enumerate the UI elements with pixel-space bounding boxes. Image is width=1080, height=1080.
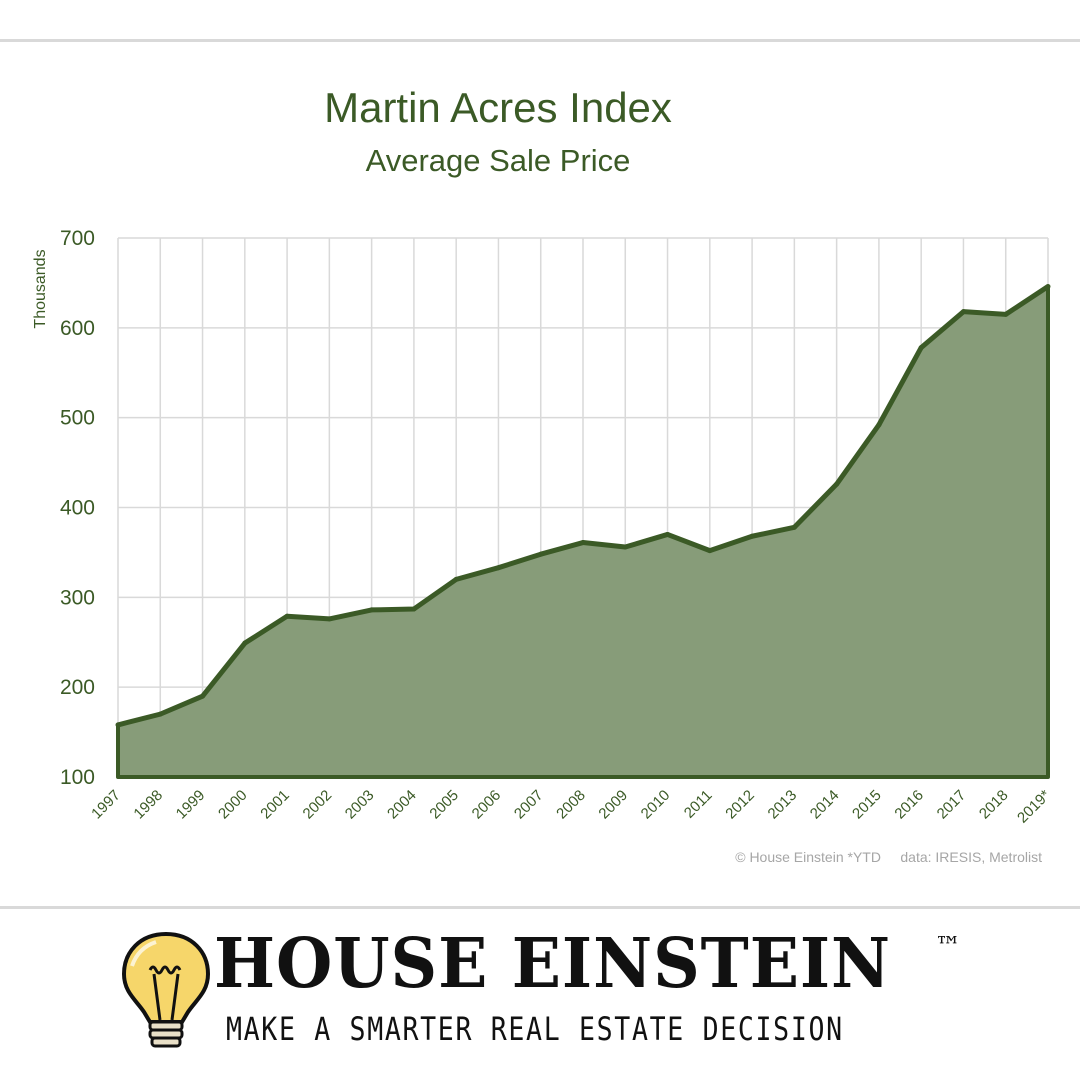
x-tick-label: 2005 xyxy=(426,787,462,823)
y-tick-label: 600 xyxy=(60,317,95,340)
y-tick-label: 500 xyxy=(60,407,95,430)
x-tick-label: 2001 xyxy=(257,787,293,823)
x-tick-label: 2011 xyxy=(681,787,716,822)
x-axis-ticks: 1997 1998 1999 2000 2001 2002 2003 2004 2005 2006… xyxy=(88,787,1054,827)
bottom-divider xyxy=(0,906,1080,909)
y-axis-label: Thousands xyxy=(32,249,49,328)
x-tick-label: 2004 xyxy=(384,787,420,823)
source-credit: © House Einstein *YTD data: IRESIS, Metr… xyxy=(735,849,1042,865)
x-tick-label: 2015 xyxy=(849,787,885,823)
y-tick-label: 200 xyxy=(60,676,95,699)
y-tick-label: 100 xyxy=(60,766,95,789)
x-tick-label: 2009 xyxy=(595,787,631,823)
data-point xyxy=(1045,284,1051,290)
data-point xyxy=(665,531,671,537)
data-point xyxy=(580,540,586,546)
data-point xyxy=(834,481,840,487)
top-divider xyxy=(0,39,1080,42)
data-point xyxy=(876,422,882,428)
data-point xyxy=(242,640,248,646)
data-point xyxy=(918,345,924,351)
data-point xyxy=(326,616,332,622)
x-tick-label: 1997 xyxy=(88,787,124,823)
data-point xyxy=(495,565,501,571)
x-tick-label: 2008 xyxy=(553,787,589,823)
data-point xyxy=(157,711,163,717)
series-area xyxy=(115,284,1051,779)
data-point xyxy=(538,551,544,557)
x-tick-label: 2000 xyxy=(215,787,251,823)
chart-title: Martin Acres Index xyxy=(324,84,672,131)
data-point xyxy=(200,693,206,699)
x-tick-label: 1998 xyxy=(130,787,166,823)
data-point xyxy=(749,533,755,539)
brand-name: HOUSE EINSTEIN xyxy=(214,924,892,1004)
x-tick-label: 2006 xyxy=(469,787,505,823)
data-point xyxy=(707,548,713,554)
x-tick-label: 2012 xyxy=(722,787,758,823)
brand-tagline: MAKE A SMARTER REAL ESTATE DECISION xyxy=(226,1010,844,1048)
x-tick-label: 2013 xyxy=(765,787,801,823)
data-point xyxy=(1003,311,1009,317)
trademark-symbol: ™ xyxy=(935,932,961,962)
x-tick-label: 1999 xyxy=(173,787,209,823)
chart-subtitle: Average Sale Price xyxy=(365,143,631,178)
data-point xyxy=(369,607,375,613)
x-tick-label: 2010 xyxy=(638,787,674,823)
data-point xyxy=(284,613,290,619)
x-tick-label: 2002 xyxy=(300,787,336,823)
data-point xyxy=(622,544,628,550)
y-tick-label: 300 xyxy=(60,586,95,609)
x-tick-label: 2003 xyxy=(342,787,378,823)
x-tick-label: 2017 xyxy=(934,787,970,823)
data-point xyxy=(453,576,459,582)
x-tick-label: 2016 xyxy=(891,787,927,823)
data-point xyxy=(115,722,121,728)
x-tick-label: 2019* xyxy=(1014,787,1054,827)
data-point xyxy=(791,524,797,530)
y-tick-label: 700 xyxy=(60,227,95,250)
x-tick-label: 2014 xyxy=(807,787,843,823)
brand-logo: HOUSE EINSTEIN ™ MAKE A SMARTER REAL EST… xyxy=(120,922,1000,1062)
lightbulb-icon xyxy=(121,931,211,1048)
data-point xyxy=(960,309,966,315)
x-tick-label: 2007 xyxy=(511,787,547,823)
data-point xyxy=(411,606,417,612)
y-tick-label: 400 xyxy=(60,497,95,520)
y-axis-ticks: 100 200 300 400 500 600 700 xyxy=(60,227,95,789)
x-tick-label: 2018 xyxy=(976,787,1012,823)
